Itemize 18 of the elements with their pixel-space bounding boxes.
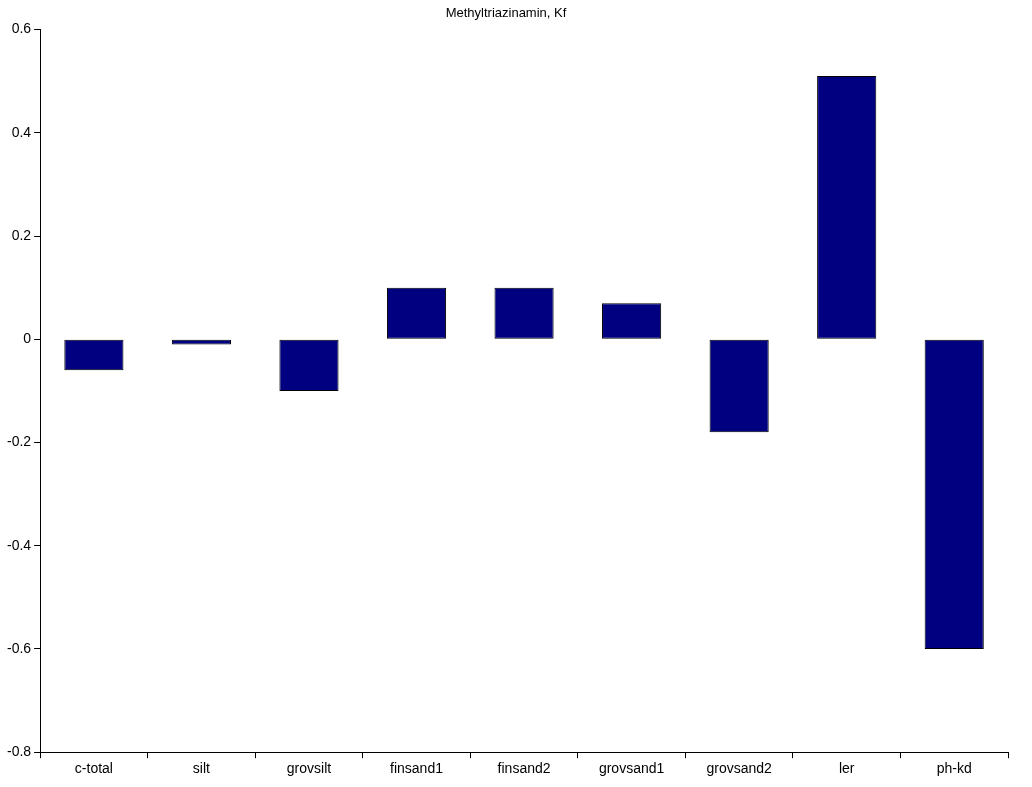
x-tick-label: grovsand1 [598,760,665,777]
x-tick-label: finsand2 [497,760,551,777]
y-tick-label: 0.2 [11,226,32,243]
y-tick-label: -0.6 [7,639,32,656]
y-tick-label: 0.4 [11,123,32,140]
x-tick-label: finsand1 [390,760,444,777]
x-tick-label: grovsilt [286,760,332,777]
x-tick-label: silt [192,760,211,777]
x-tick-label: grovsand2 [706,760,773,777]
y-tick-label: 0 [23,330,32,347]
x-tick-label: ph-kd [936,760,972,777]
y-tick-label: -0.8 [7,743,32,760]
x-tick-label: c-total [74,760,113,777]
y-tick-label: -0.4 [7,536,32,553]
chart-title: Methyltriazinamin, Kf [445,5,567,21]
y-tick-label: 0.6 [11,20,32,37]
y-tick-label: -0.2 [7,433,32,450]
x-tick-label: ler [838,760,855,777]
